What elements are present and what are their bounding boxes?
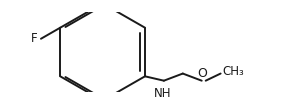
Text: NH: NH <box>154 87 172 100</box>
Text: F: F <box>31 32 38 45</box>
Text: CH₃: CH₃ <box>223 66 245 78</box>
Text: O: O <box>197 67 207 80</box>
